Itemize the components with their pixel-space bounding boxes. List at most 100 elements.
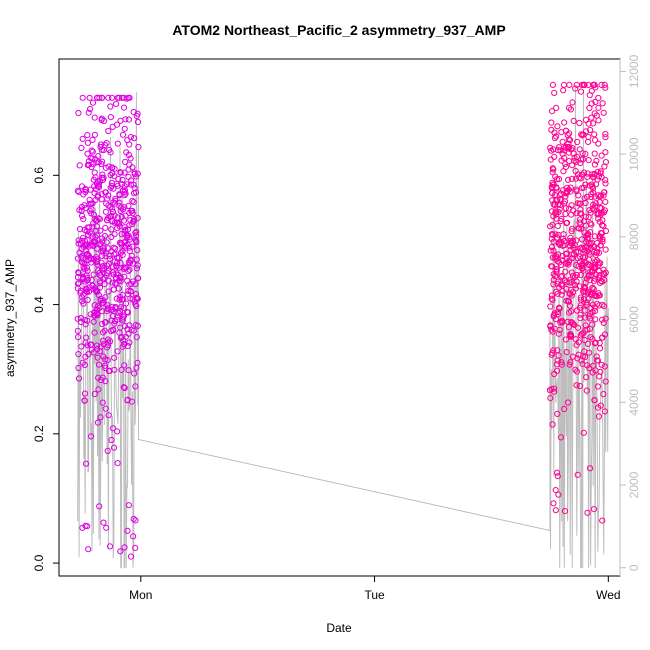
data-point	[593, 157, 600, 164]
data-point	[597, 168, 604, 175]
data-point	[118, 94, 126, 101]
data-point	[552, 507, 559, 514]
data-point	[134, 170, 141, 177]
data-point	[78, 144, 85, 151]
data-point	[568, 269, 575, 276]
data-point	[86, 200, 93, 207]
data-point	[130, 327, 137, 334]
data-point	[111, 200, 118, 207]
data-point	[105, 288, 112, 295]
data-point	[122, 190, 129, 197]
data-point	[118, 296, 126, 303]
data-point	[588, 239, 596, 246]
data-point	[97, 376, 105, 384]
data-point	[593, 249, 600, 256]
data-point	[573, 368, 581, 375]
data-point	[121, 230, 128, 237]
data-point	[557, 196, 564, 203]
data-point	[569, 225, 576, 232]
x-axis: Mon Tue Wed	[129, 576, 621, 602]
data-point	[85, 546, 92, 553]
data-point	[595, 140, 602, 147]
data-point	[99, 171, 106, 178]
data-point	[576, 219, 583, 226]
data-point	[574, 200, 581, 207]
data-point	[555, 491, 562, 498]
data-point	[75, 188, 82, 195]
data-point	[132, 189, 139, 196]
data-point	[596, 272, 603, 279]
data-point	[549, 189, 556, 196]
y-tick-label: 0.6	[32, 167, 46, 184]
data-point	[85, 288, 93, 295]
data-point	[588, 114, 595, 121]
data-point	[550, 181, 557, 188]
data-point	[124, 326, 131, 333]
data-point	[92, 227, 100, 234]
data-point	[547, 156, 554, 163]
data-point	[549, 350, 556, 357]
data-point	[124, 309, 132, 316]
data-point	[572, 285, 579, 292]
data-point	[592, 137, 599, 144]
data-point	[566, 309, 573, 316]
data-point	[89, 99, 97, 106]
data-point	[602, 131, 609, 138]
data-point	[555, 251, 562, 258]
data-point	[573, 278, 580, 285]
data-point	[582, 353, 589, 360]
data-point	[547, 303, 554, 310]
y-axis-label: asymmetry_937_AMP	[3, 259, 17, 377]
data-point	[600, 192, 607, 199]
data-point	[563, 250, 570, 257]
scatter-points	[74, 81, 610, 560]
data-point	[593, 249, 601, 256]
data-point	[119, 315, 126, 322]
data-point	[78, 343, 85, 350]
data-point	[134, 295, 141, 302]
data-point	[572, 175, 580, 182]
data-point	[581, 307, 588, 314]
data-point	[576, 382, 584, 390]
data-point	[107, 204, 114, 211]
data-point	[109, 164, 116, 171]
data-point	[76, 162, 83, 169]
data-point	[106, 367, 113, 374]
data-point	[552, 173, 559, 180]
data-point	[595, 259, 602, 266]
data-point	[591, 131, 598, 138]
data-point	[561, 242, 568, 249]
data-point	[75, 334, 82, 341]
data-point	[556, 144, 563, 151]
data-point	[135, 143, 142, 151]
data-point	[75, 375, 83, 382]
data-point	[108, 94, 116, 101]
data-point	[81, 390, 89, 397]
data-point	[121, 169, 128, 176]
data-point	[82, 339, 89, 346]
data-point	[131, 135, 138, 142]
data-point	[122, 226, 129, 233]
data-point	[577, 206, 584, 213]
data-point	[97, 141, 105, 148]
data-point	[101, 274, 108, 281]
data-point	[580, 218, 588, 225]
data-point	[555, 240, 563, 247]
data-point	[602, 177, 609, 184]
data-point	[565, 136, 572, 143]
data-point	[90, 255, 97, 263]
data-point	[114, 460, 121, 467]
data-point	[88, 341, 95, 348]
data-point	[553, 185, 560, 192]
data-point	[588, 271, 595, 278]
data-point	[554, 469, 561, 476]
data-point	[95, 215, 102, 222]
data-point	[602, 134, 609, 141]
data-point	[569, 162, 576, 169]
data-point	[117, 278, 124, 285]
data-point	[94, 419, 102, 426]
data-point	[99, 320, 106, 328]
data-point	[597, 402, 604, 409]
data-point	[550, 213, 557, 220]
